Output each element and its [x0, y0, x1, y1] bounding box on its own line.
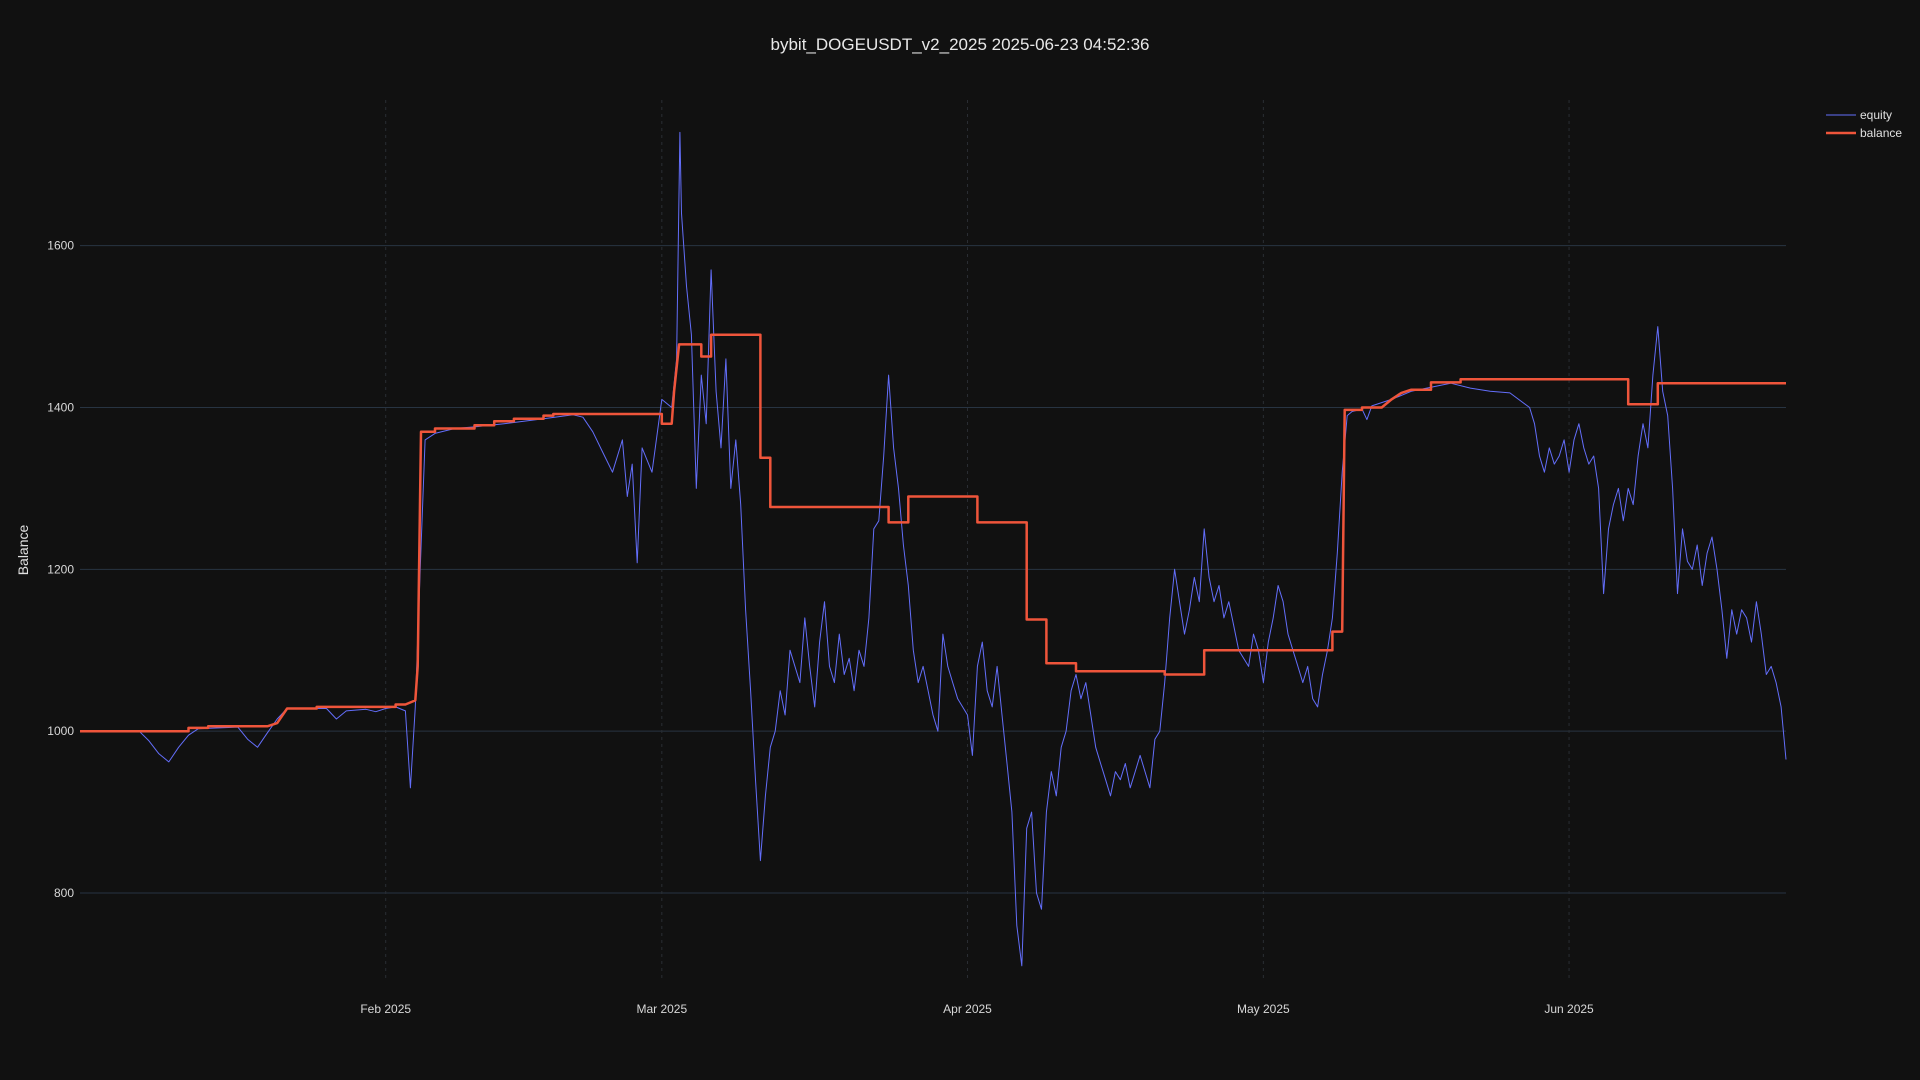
y-tick-label: 1600 [47, 239, 74, 253]
x-tick-label: Jun 2025 [1544, 1002, 1594, 1016]
axes: 800 1000 1200 1400 1600 Feb 2025 Mar 2025 Apr 2… [47, 239, 1594, 1016]
legend-item-equity[interactable]: equity [1826, 108, 1892, 122]
equity-line[interactable] [80, 131, 1787, 967]
grid [80, 100, 1786, 982]
balance-line[interactable] [80, 333, 1786, 733]
legend-item-balance[interactable]: balance [1826, 126, 1902, 140]
x-tick-label: Apr 2025 [943, 1002, 992, 1016]
chart-title: bybit_DOGEUSDT_v2_2025 2025-06-23 04:52:… [771, 35, 1150, 54]
plot-area[interactable] [80, 131, 1787, 967]
y-axis-title: Balance [15, 524, 31, 575]
x-tick-label: Feb 2025 [360, 1002, 411, 1016]
y-tick-label: 1200 [47, 562, 74, 576]
legend[interactable]: equity balance [1826, 108, 1902, 140]
y-tick-label: 1400 [47, 400, 74, 414]
legend-label: equity [1860, 108, 1892, 122]
x-tick-label: Mar 2025 [636, 1002, 687, 1016]
legend-label: balance [1860, 126, 1902, 140]
y-tick-label: 1000 [47, 724, 74, 738]
y-tick-label: 800 [54, 886, 74, 900]
x-tick-label: May 2025 [1237, 1002, 1290, 1016]
